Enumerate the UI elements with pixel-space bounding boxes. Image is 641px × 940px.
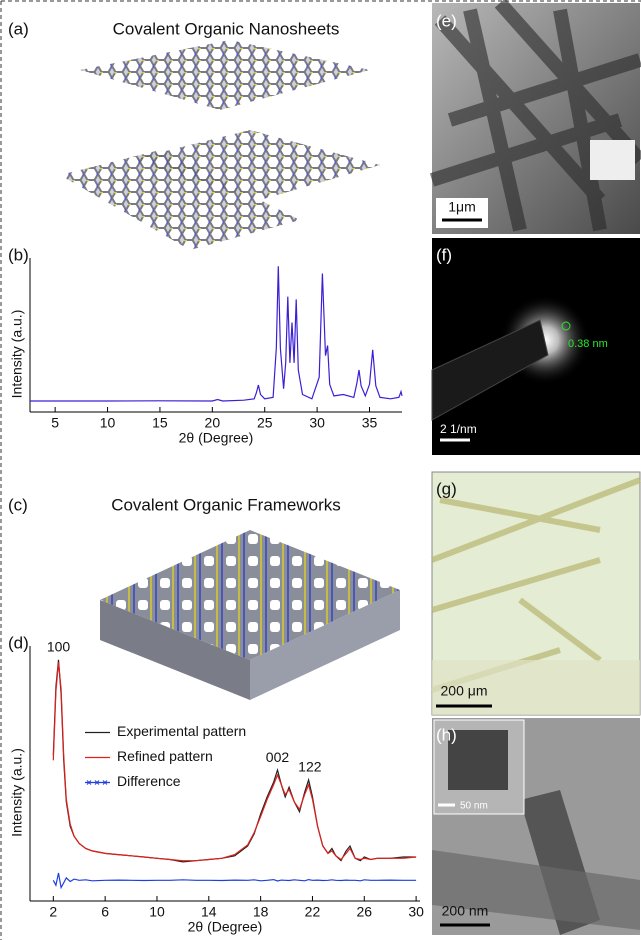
scale-bar-label: 200 nm	[442, 903, 489, 919]
x-tick-label: 35	[362, 415, 378, 431]
x-tick-label: 22	[305, 904, 321, 920]
scale-bar-label: 50 nm	[460, 801, 488, 812]
panel-title: Covalent Organic Frameworks	[111, 495, 341, 514]
x-tick-label: 15	[152, 415, 168, 431]
peak-annotation: 122	[298, 759, 322, 775]
scale-bar-label: 200 μm	[441, 683, 488, 699]
data-line	[53, 873, 416, 888]
legend-label: Difference	[117, 773, 181, 789]
scale-bar-label: 2 1/nm	[440, 422, 477, 436]
figure: (a) Covalent Organic Nanosheets (b) (c) …	[0, 0, 641, 940]
image-g	[432, 472, 640, 715]
structure-a	[60, 40, 380, 250]
panel-label: (f)	[436, 245, 452, 264]
panel-label: (g)	[436, 479, 457, 498]
x-axis-label: 2θ (Degree)	[188, 919, 263, 935]
x-tick-label: 14	[201, 904, 217, 920]
data-line	[30, 266, 402, 401]
x-tick-label: 30	[309, 415, 325, 431]
x-tick-label: 5	[51, 415, 59, 431]
panel-label: (a)	[8, 19, 29, 38]
panel-title: Covalent Organic Nanosheets	[113, 19, 340, 38]
y-axis-label: Intensity (a.u.)	[9, 748, 25, 837]
peak-annotation: 100	[47, 639, 71, 655]
x-tick-label: 26	[356, 904, 372, 920]
x-axis-label: 2θ (Degree)	[179, 430, 254, 446]
scale-bar-label: 1μm	[448, 199, 476, 215]
y-axis-label: Intensity (a.u.)	[9, 310, 25, 399]
structure-c	[100, 530, 400, 700]
x-tick-label: 18	[253, 904, 269, 920]
panel-label: (b)	[8, 245, 29, 264]
x-tick-label: 2	[49, 904, 57, 920]
x-tick-label: 10	[100, 415, 116, 431]
legend-label: Experimental pattern	[117, 723, 246, 739]
legend-label: Refined pattern	[117, 748, 213, 764]
x-tick-label: 20	[205, 415, 221, 431]
panel-label: (h)	[436, 725, 457, 744]
panel-label: (c)	[8, 495, 28, 514]
x-tick-label: 6	[101, 904, 109, 920]
panel-label: (e)	[436, 11, 457, 30]
peak-annotation: 002	[266, 749, 290, 765]
x-tick-label: 25	[257, 415, 273, 431]
x-tick-label: 30	[408, 904, 424, 920]
annotation: 0.38 nm	[568, 338, 608, 350]
x-tick-label: 10	[149, 904, 165, 920]
panel-label: (d)	[8, 633, 29, 652]
